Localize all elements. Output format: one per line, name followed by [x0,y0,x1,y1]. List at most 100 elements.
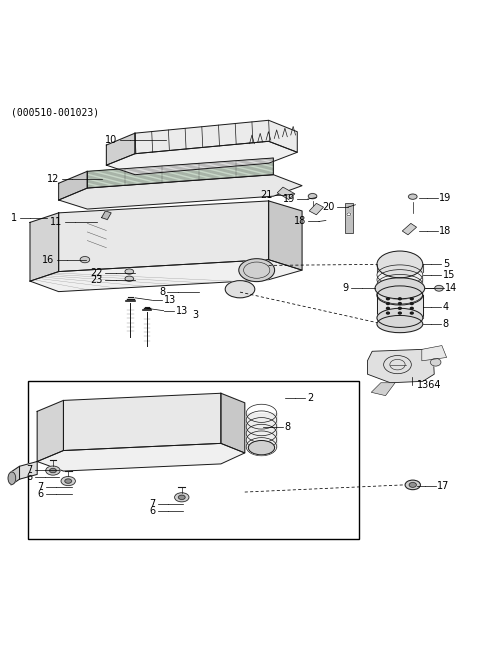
Text: 16: 16 [42,255,54,265]
Polygon shape [422,345,446,361]
Ellipse shape [239,259,275,282]
Ellipse shape [377,308,423,327]
Text: 8: 8 [159,287,165,297]
Polygon shape [20,462,37,479]
Ellipse shape [386,307,389,309]
Ellipse shape [398,312,401,314]
Text: 23: 23 [91,275,103,285]
Ellipse shape [175,493,189,502]
Polygon shape [37,444,245,471]
Text: 3: 3 [192,310,198,319]
Text: 1364: 1364 [417,380,441,390]
Ellipse shape [308,194,317,199]
Ellipse shape [377,315,423,333]
Ellipse shape [386,302,389,304]
Ellipse shape [431,358,441,366]
Polygon shape [59,175,302,209]
Text: 18: 18 [439,226,451,236]
Polygon shape [345,204,353,233]
Polygon shape [377,264,423,271]
Polygon shape [102,211,111,220]
Text: 8: 8 [284,421,290,431]
Ellipse shape [377,251,423,278]
Ellipse shape [377,286,423,305]
Polygon shape [11,466,20,485]
Text: 6: 6 [37,489,43,499]
Polygon shape [63,393,221,450]
Text: 19: 19 [283,194,295,204]
Text: 6: 6 [149,506,156,516]
Text: 14: 14 [445,284,457,293]
Text: 2: 2 [307,393,313,403]
Ellipse shape [409,482,416,487]
Text: 10: 10 [105,135,117,145]
Text: 17: 17 [437,481,449,491]
Polygon shape [269,201,302,270]
Ellipse shape [375,278,425,299]
FancyBboxPatch shape [28,381,360,539]
Polygon shape [59,171,87,200]
Polygon shape [107,133,135,165]
Ellipse shape [179,495,185,499]
Ellipse shape [347,213,351,216]
Ellipse shape [125,269,133,274]
Text: 7: 7 [149,499,156,509]
Text: 7: 7 [26,464,33,474]
Ellipse shape [398,302,401,304]
Ellipse shape [80,257,90,263]
Polygon shape [277,187,295,200]
Ellipse shape [398,307,401,309]
Text: 9: 9 [343,284,349,293]
Text: 22: 22 [91,267,103,278]
Text: (000510-001023): (000510-001023) [11,108,99,118]
Text: 20: 20 [323,202,335,212]
Polygon shape [371,383,395,396]
Ellipse shape [65,479,72,483]
Polygon shape [30,259,302,292]
Ellipse shape [8,472,16,485]
Polygon shape [37,401,63,462]
Ellipse shape [405,480,420,490]
Ellipse shape [125,276,133,282]
Polygon shape [135,120,297,154]
Text: 13: 13 [164,295,176,305]
Ellipse shape [49,468,56,472]
Ellipse shape [435,286,444,291]
Ellipse shape [386,312,389,314]
Text: 8: 8 [443,319,449,329]
Polygon shape [59,201,269,271]
Ellipse shape [46,466,60,475]
Ellipse shape [61,476,75,486]
Text: 4: 4 [443,302,449,312]
Polygon shape [367,349,434,383]
Text: 19: 19 [439,193,451,202]
Polygon shape [246,413,277,447]
Ellipse shape [408,194,417,200]
Polygon shape [221,393,245,453]
Text: 13: 13 [176,306,188,316]
Ellipse shape [386,298,389,300]
Ellipse shape [410,302,413,304]
Polygon shape [377,296,423,318]
Ellipse shape [225,281,255,298]
Polygon shape [87,158,274,188]
Text: 7: 7 [37,482,43,493]
Text: 11: 11 [50,218,62,227]
Text: 21: 21 [260,190,273,200]
Polygon shape [309,204,324,215]
Polygon shape [377,275,423,296]
Text: 5: 5 [443,259,449,269]
Ellipse shape [248,441,275,455]
Polygon shape [30,213,59,281]
Text: 15: 15 [443,270,455,280]
Ellipse shape [410,298,413,300]
Text: 6: 6 [26,472,33,482]
Ellipse shape [410,312,413,314]
Ellipse shape [398,298,401,300]
Text: 1: 1 [11,212,17,222]
Ellipse shape [410,307,413,309]
Text: 12: 12 [47,175,59,185]
Polygon shape [107,141,297,175]
Polygon shape [402,223,417,235]
Text: 18: 18 [294,216,306,226]
